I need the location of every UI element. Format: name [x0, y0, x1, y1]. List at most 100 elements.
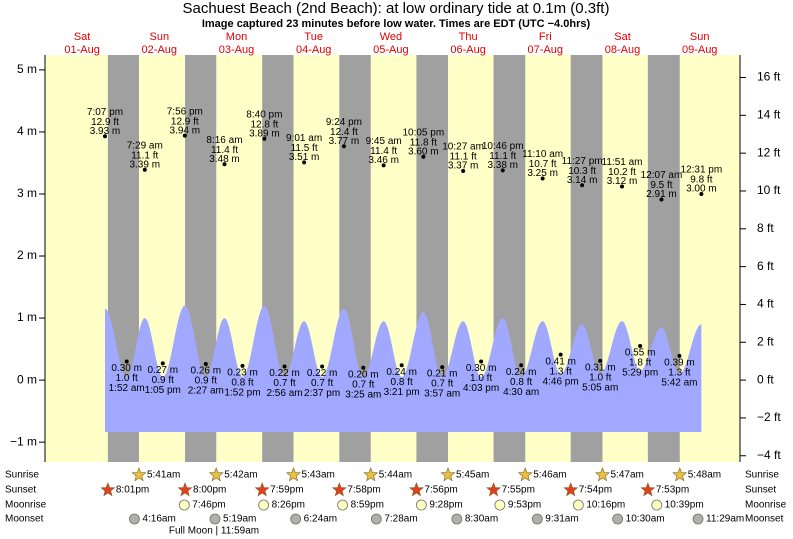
time-label: 9:24 pm [326, 117, 362, 128]
date-label: 01-Aug [64, 44, 99, 56]
value-label: 0.20 m [348, 369, 379, 380]
ft-label: 11.1 ft [450, 152, 477, 163]
ft-label: 11.1 ft [131, 150, 158, 161]
row-label: Sunset [745, 485, 776, 496]
sunrise-icon [440, 467, 456, 482]
value-label: 0.55 m [625, 348, 656, 359]
moonrise-icon [178, 499, 190, 511]
date-label: 03-Aug [219, 44, 254, 56]
row-label: Moonset [745, 514, 784, 525]
moonrise-time: 10:39pm [665, 500, 704, 511]
time-label: 5:42 am [661, 378, 697, 389]
moonset-icon [129, 513, 140, 525]
ft-label: 10.2 ft [608, 167, 636, 178]
sunset-icon [486, 482, 502, 497]
value-label: 3.60 m [408, 146, 439, 157]
moonset-icon [290, 513, 302, 525]
y-tick-label: 2 m [17, 248, 37, 262]
tide-point [399, 363, 404, 368]
time-label: 10:05 pm [402, 127, 444, 138]
weekday-label: Thu [459, 31, 478, 43]
row-label: Moonset [5, 514, 44, 525]
y-tick-label: 3 m [17, 186, 37, 200]
tide-point [320, 364, 325, 369]
sunset-icon [254, 482, 270, 497]
sunset-time: 7:56pm [424, 485, 457, 496]
sunrise-time: 5:44am [379, 470, 412, 481]
moonset-time: 11:29am [706, 514, 744, 525]
y2-tick-label: 6 ft [757, 259, 774, 273]
value-label: 0.23 m [227, 367, 258, 378]
tide-point [361, 365, 366, 370]
moonset-time: 10:30am [626, 514, 665, 525]
row-label: Sunrise [5, 470, 39, 481]
time-label: 12:31 pm [681, 165, 723, 176]
moonset-icon [531, 513, 543, 525]
time-label: 1:05 pm [145, 385, 181, 396]
tide-point [500, 168, 505, 173]
y2-tick-label: −2 ft [757, 410, 781, 424]
moonset-time: 6:24am [304, 514, 337, 525]
sunrise-icon [285, 467, 301, 482]
moonrise-icon [337, 499, 348, 511]
weekday-label: Fri [539, 31, 552, 43]
chart-title: Sachuest Beach (2nd Beach): at low ordin… [183, 0, 610, 17]
tide-point [222, 162, 227, 167]
value-label: 0.24 m [506, 367, 537, 378]
sunrise-time: 5:41am [147, 470, 180, 481]
weekday-label: Sun [690, 31, 710, 43]
tide-point [440, 365, 445, 370]
ft-label: 10.7 ft [529, 159, 557, 170]
time-label: 3:25 am [345, 389, 381, 400]
time-label: 7:56 pm [167, 106, 203, 117]
sunrise-icon [208, 467, 224, 482]
moonrise-time: 10:16pm [586, 500, 625, 511]
value-label: 3.37 m [448, 161, 479, 172]
value-label: 3.89 m [249, 128, 280, 139]
tide-point [302, 160, 307, 165]
date-label: 05-Aug [373, 44, 408, 56]
time-label: 8:16 am [206, 135, 242, 146]
value-label: 0.22 m [269, 368, 300, 379]
tide-point [677, 353, 682, 358]
tide-point [160, 361, 165, 366]
time-label: 5:05 am [582, 383, 618, 394]
y2-tick-label: 16 ft [757, 70, 781, 84]
value-label: 0.22 m [307, 368, 338, 379]
row-label: Sunset [5, 485, 36, 496]
ft-label: 10.3 ft [568, 166, 596, 177]
time-label: 10:27 am [442, 142, 484, 153]
time-label: 9:45 am [366, 136, 402, 147]
ft-label: 11.5 ft [291, 143, 318, 154]
tide-point [262, 136, 267, 141]
time-label: 1:52 am [109, 383, 145, 394]
moonset-time: 5:19am [223, 514, 256, 525]
moonset-time: 4:16am [142, 514, 175, 525]
moonset-icon [612, 513, 624, 525]
time-label: 7:29 am [127, 140, 163, 151]
sunrise-icon [131, 467, 147, 482]
time-label: 7:07 pm [87, 107, 123, 118]
date-label: 07-Aug [528, 44, 563, 56]
moonrise-icon [494, 499, 506, 511]
sunset-icon [100, 482, 116, 497]
tide-point [341, 144, 346, 149]
sunset-time: 7:53pm [656, 485, 689, 496]
y-tick-label: 5 m [17, 62, 37, 76]
row-label: Moonrise [745, 500, 787, 511]
sunrise-time: 5:43am [301, 470, 334, 481]
ft-label: 0.8 ft [231, 377, 253, 388]
value-label: 0.31 m [585, 363, 616, 374]
value-label: 3.77 m [329, 136, 360, 147]
moonset-time: 9:31am [545, 514, 578, 525]
moonrise-time: 9:53pm [508, 500, 541, 511]
weekday-label: Tue [304, 31, 323, 43]
tide-point [282, 364, 287, 369]
value-label: 3.00 m [686, 184, 717, 195]
ft-label: 1.3 ft [550, 366, 572, 377]
value-label: 3.14 m [567, 175, 598, 186]
tide-point [102, 134, 107, 139]
tide-point [519, 363, 524, 368]
sunrise-icon [672, 467, 688, 482]
